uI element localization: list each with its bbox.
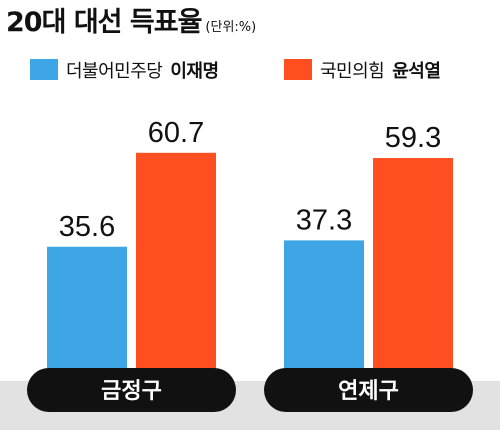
value-label: 35.6 <box>59 211 115 243</box>
bar-금정구-ppp <box>136 152 216 380</box>
legend-party-democratic: 더불어민주당 이재명 <box>66 57 219 83</box>
value-label: 37.3 <box>296 204 352 236</box>
legend-swatch-ppp <box>284 59 312 80</box>
category-label: 연제구 <box>338 379 399 404</box>
legend-candidate-name: 이재명 <box>170 61 219 82</box>
legend-candidate-name: 윤석열 <box>392 61 441 82</box>
category-pill <box>264 368 473 412</box>
chart-unit: (단위:%) <box>205 20 257 35</box>
value-label: 60.7 <box>148 117 204 149</box>
bar-연제구-ppp <box>373 158 453 380</box>
legend-swatch-democratic <box>30 59 58 80</box>
chart-title-text: 20대 대선 득표율 <box>6 7 202 38</box>
legend-party-ppp: 국민의힘 윤석열 <box>320 57 441 83</box>
bar-금정구-democratic <box>47 246 127 380</box>
value-label: 59.3 <box>385 122 441 154</box>
category-pill <box>27 368 236 412</box>
category-label: 금정구 <box>101 379 162 404</box>
legend-party-name: 더불어민주당 <box>66 61 163 82</box>
bar-연제구-democratic <box>284 240 364 380</box>
chart-title: 20대 대선 득표율 (단위:%) <box>6 0 256 39</box>
legend-party-name: 국민의힘 <box>320 61 385 82</box>
